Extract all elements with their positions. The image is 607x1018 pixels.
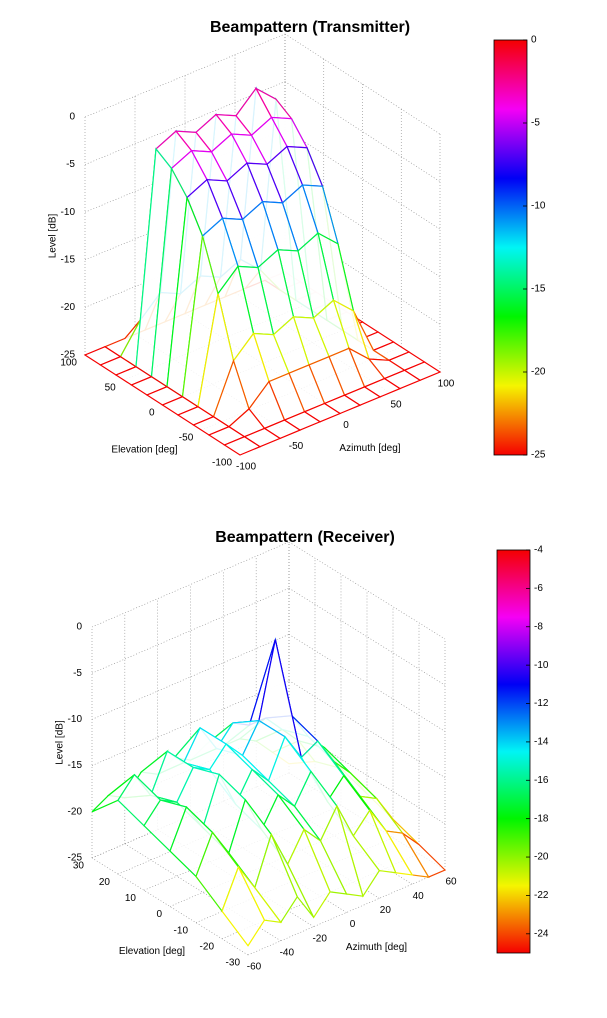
colorbar-tick-label: 0	[531, 35, 537, 46]
grid-line	[288, 541, 446, 640]
x-tick-label: 60	[445, 877, 457, 888]
colorbar-tick-label: -22	[534, 890, 549, 901]
grid-line	[284, 33, 441, 135]
grid-line	[288, 587, 446, 686]
surface-cell	[221, 865, 266, 947]
y-tick-label: 10	[125, 893, 137, 904]
z-tick-label: -25	[61, 350, 76, 361]
colorbar-tick-label: -24	[534, 928, 549, 939]
grid-line	[288, 680, 446, 778]
colorbar-tick-label: -25	[531, 450, 546, 461]
chart-title: Beampattern (Transmitter)	[210, 19, 410, 36]
y-tick-label: 100	[60, 358, 77, 369]
z-tick-label: -20	[68, 806, 83, 817]
y-tick-label: -10	[174, 925, 189, 936]
z-tick-label: -15	[68, 760, 83, 771]
colorbar-tick-label: -14	[534, 737, 549, 748]
colorbar-tick-label: -10	[531, 201, 546, 212]
z-tick-label: -10	[68, 714, 83, 725]
x-axis-label: Azimuth [deg]	[339, 443, 400, 454]
colorbar	[493, 39, 528, 456]
z-axis-label: Level [dB]	[55, 720, 66, 765]
grid-line	[288, 634, 446, 732]
x-axis-label: Azimuth [deg]	[346, 942, 407, 953]
y-tick-label: -100	[212, 458, 232, 469]
colorbar-tick-label: -10	[534, 660, 549, 671]
z-tick-label: -5	[66, 159, 75, 170]
x-tick-label: -60	[247, 962, 262, 973]
colorbar-tick-label: -5	[531, 118, 540, 129]
y-tick-label: -20	[200, 941, 215, 952]
colorbar-tick-label: -12	[534, 698, 549, 709]
colorbar-tick-label: -4	[534, 545, 543, 556]
colorbar	[496, 549, 531, 954]
colorbar-tick-label: -20	[531, 367, 546, 378]
y-axis-label: Elevation [deg]	[119, 946, 185, 957]
x-tick-label: 0	[343, 420, 349, 431]
y-tick-label: 30	[73, 861, 85, 872]
x-tick-label: -40	[280, 947, 295, 958]
z-tick-label: -20	[61, 302, 76, 313]
y-tick-label: 0	[149, 408, 155, 419]
colorbar-tick-label: -20	[534, 852, 549, 863]
x-tick-label: -50	[289, 441, 304, 452]
x-tick-label: 0	[350, 919, 356, 930]
z-tick-label: -5	[73, 668, 82, 679]
colorbar-tick-label: -8	[534, 621, 543, 632]
y-tick-label: -50	[179, 433, 194, 444]
grid-line	[284, 81, 441, 182]
colorbar-tick-label: -18	[534, 813, 549, 824]
z-tick-label: 0	[76, 622, 82, 633]
z-axis-label: Level [dB]	[48, 214, 59, 259]
y-tick-label: 50	[105, 383, 117, 394]
grid-line	[91, 587, 290, 674]
colorbar-tick-label: -6	[534, 583, 543, 594]
y-axis-label: Elevation [deg]	[111, 445, 177, 456]
grid-line	[284, 128, 441, 230]
x-tick-label: -100	[236, 462, 256, 473]
colorbar-tick-label: -15	[531, 284, 546, 295]
z-tick-label: 0	[69, 112, 75, 123]
z-tick-label: -10	[61, 207, 76, 218]
grid-line	[84, 33, 286, 118]
x-tick-label: 40	[413, 891, 425, 902]
x-tick-label: 50	[390, 399, 402, 410]
x-tick-label: 100	[438, 379, 455, 390]
chart-title: Beampattern (Receiver)	[215, 529, 395, 546]
y-tick-label: -30	[226, 958, 241, 969]
surface-cell	[223, 436, 262, 456]
x-tick-label: -20	[312, 933, 327, 944]
z-tick-label: -25	[68, 853, 83, 864]
x-tick-label: 20	[380, 905, 392, 916]
z-tick-label: -15	[61, 254, 76, 265]
colorbar-tick-label: -16	[534, 775, 549, 786]
y-tick-label: 20	[99, 877, 111, 888]
y-tick-label: 0	[156, 909, 162, 920]
